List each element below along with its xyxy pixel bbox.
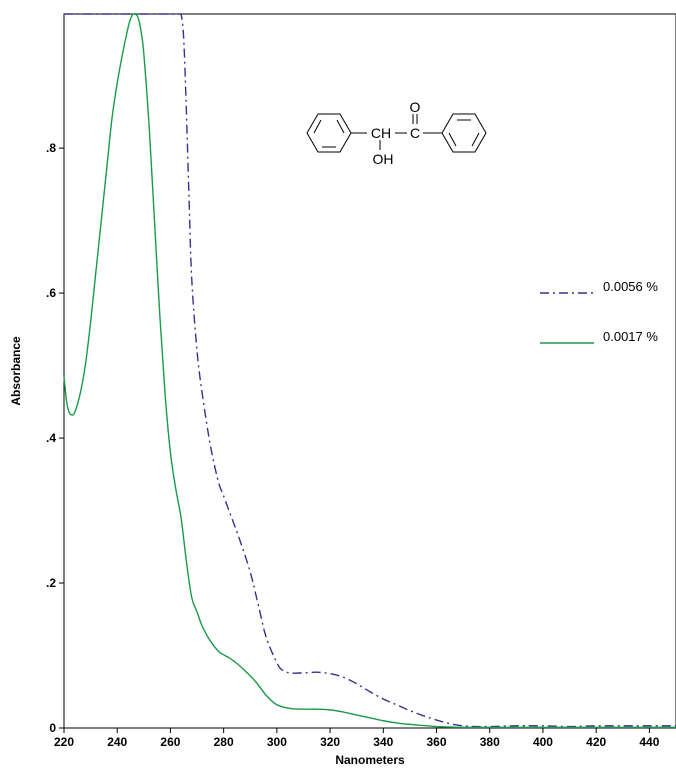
x-tick-label-220: 220 (54, 735, 74, 749)
x-axis-title: Nanometers (335, 753, 405, 767)
structure-ch-label: CH (371, 125, 391, 141)
structure-oh-label: OH (373, 151, 394, 167)
plot-frame (63, 13, 676, 729)
right-ring-inner-bond-3 (448, 132, 457, 147)
x-axis-ticks: 220 240 260 280 300 320 340 360 380 400 420 440 (54, 728, 660, 749)
y-tick-label-.2: .2 (46, 576, 56, 590)
x-tick-label-400: 400 (533, 735, 553, 749)
right-ring-inner-bond-2 (471, 132, 480, 147)
x-tick-label-340: 340 (373, 735, 393, 749)
right-benzene-ring (441, 113, 487, 153)
x-tick-label-300: 300 (267, 735, 287, 749)
structure-o-label: O (410, 99, 421, 115)
x-tick-label-260: 260 (160, 735, 180, 749)
x-tick-label-440: 440 (639, 735, 659, 749)
series-line-0-0056 (64, 13, 676, 728)
y-tick-label-.6: .6 (46, 286, 56, 300)
left-benzene-ring (306, 113, 352, 153)
y-tick-label-.8: .8 (46, 141, 56, 155)
x-tick-label-420: 420 (586, 735, 606, 749)
x-tick-label-360: 360 (427, 735, 447, 749)
legend-label-0-0017: 0.0017 % (603, 329, 658, 344)
series-lines (63, 13, 676, 729)
y-axis-title: Absorbance (9, 336, 23, 406)
benzoin-structure-diagram (306, 113, 487, 153)
x-tick-label-320: 320 (320, 735, 340, 749)
left-ring-inner-bond-2 (313, 119, 322, 134)
x-tick-label-240: 240 (107, 735, 127, 749)
left-ring-inner-bond-3 (336, 119, 345, 134)
y-axis-ticks: 0 .2 .4 .6 .8 (46, 141, 64, 735)
y-tick-label-.4: .4 (46, 431, 56, 445)
legend-label-0-0056: 0.0056 % (603, 279, 658, 294)
x-tick-label-380: 380 (480, 735, 500, 749)
y-tick-label-0: 0 (49, 721, 56, 735)
structure-c-label: C (410, 125, 420, 141)
series-line-0-0017 (63, 13, 676, 729)
legend: 0.0056 % 0.0017 % (540, 279, 658, 344)
x-tick-label-280: 280 (214, 735, 234, 749)
